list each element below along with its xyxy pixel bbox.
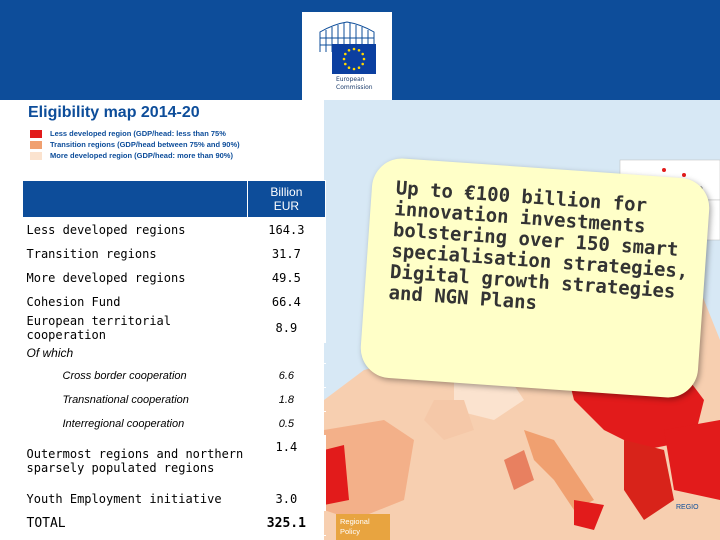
legend-label: Less developed region (GDP/head: less th… — [50, 129, 226, 138]
budget-table: Billion EUR Less developed regions 164.3… — [22, 180, 326, 536]
table-row: Less developed regions 164.3 — [23, 218, 326, 242]
legend-label: More developed region (GDP/head: more th… — [50, 151, 233, 160]
legend-label: Transition regions (GDP/head between 75%… — [50, 140, 240, 149]
of-which-label: Of which — [23, 343, 248, 364]
subrow-label: Interregional cooperation — [23, 412, 248, 436]
table-subrow: Transnational cooperation 1.8 — [23, 388, 326, 412]
regional-policy-badge: Regional Policy — [336, 514, 390, 540]
row-value: 164.3 — [247, 218, 325, 242]
row-value: 66.4 — [247, 290, 325, 314]
table-row: European territorial cooperation 8.9 — [23, 314, 326, 343]
table-header-blank — [23, 181, 248, 218]
row-value: 31.7 — [247, 242, 325, 266]
map-legend: Less developed region (GDP/head: less th… — [30, 128, 240, 161]
commission-logo-text: European Commission — [336, 76, 373, 92]
row-value: 1.4 — [247, 436, 325, 487]
map-title: Eligibility map 2014-20 — [28, 104, 200, 122]
table-row: More developed regions 49.5 — [23, 266, 326, 290]
table-row: Youth Employment initiative 3.0 — [23, 487, 326, 511]
row-value: 49.5 — [247, 266, 325, 290]
table-row: Cohesion Fund 66.4 — [23, 290, 326, 314]
total-label: TOTAL — [23, 511, 248, 536]
regional-policy-label: Regional Policy — [340, 517, 370, 537]
table-row-total: TOTAL 325.1 — [23, 511, 326, 536]
logo-line-2: Commission — [336, 84, 373, 92]
logo-line-1: European — [336, 76, 373, 84]
table-row: Outermost regions and northern sparsely … — [23, 436, 326, 487]
commission-logo: European Commission — [302, 12, 392, 100]
row-label: Cohesion Fund — [23, 290, 248, 314]
row-label: Outermost regions and northern sparsely … — [23, 436, 248, 487]
legend-item-less-developed: Less developed region (GDP/head: less th… — [30, 128, 240, 139]
eu-flag-icon — [332, 44, 376, 74]
table-row: Transition regions 31.7 — [23, 242, 326, 266]
row-label: Less developed regions — [23, 218, 248, 242]
row-label: More developed regions — [23, 266, 248, 290]
legend-item-more-developed: More developed region (GDP/head: more th… — [30, 150, 240, 161]
legend-swatch — [30, 130, 42, 138]
callout-note: Up to €100 billion for innovation invest… — [359, 156, 712, 399]
callout-note-text: Up to €100 billion for innovation invest… — [388, 178, 696, 325]
legend-item-transition: Transition regions (GDP/head between 75%… — [30, 139, 240, 150]
total-value: 325.1 — [247, 511, 325, 536]
empty-cell — [247, 343, 325, 364]
subrow-value: 6.6 — [247, 364, 325, 388]
row-value: 8.9 — [247, 314, 325, 343]
header-banner: European Commission — [0, 0, 720, 100]
budget-table-grid: Billion EUR Less developed regions 164.3… — [22, 180, 326, 536]
legend-swatch — [30, 141, 42, 149]
table-subrow: Interregional cooperation 0.5 — [23, 412, 326, 436]
subrow-value: 0.5 — [247, 412, 325, 436]
table-row-of-which: Of which — [23, 343, 326, 364]
row-label: Transition regions — [23, 242, 248, 266]
row-label: Youth Employment initiative — [23, 487, 248, 511]
table-header-row: Billion EUR — [23, 181, 326, 218]
table-header-unit: Billion EUR — [247, 181, 325, 218]
row-value: 3.0 — [247, 487, 325, 511]
regio-label: REGIO — [676, 504, 699, 511]
subrow-value: 1.8 — [247, 388, 325, 412]
subrow-label: Cross border cooperation — [23, 364, 248, 388]
subrow-label: Transnational cooperation — [23, 388, 248, 412]
table-subrow: Cross border cooperation 6.6 — [23, 364, 326, 388]
legend-swatch — [30, 152, 42, 160]
row-label: European territorial cooperation — [23, 314, 248, 343]
